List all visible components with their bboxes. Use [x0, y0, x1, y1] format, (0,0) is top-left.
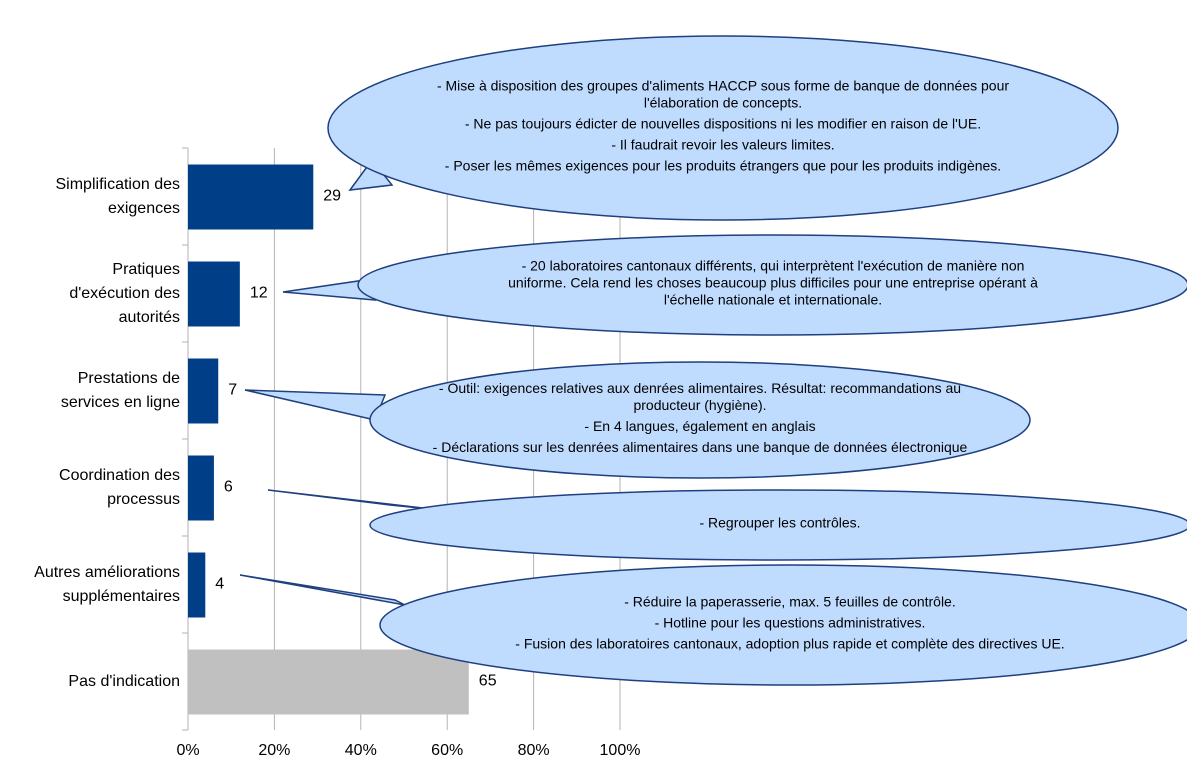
callout-pointer [239, 574, 406, 606]
category-label: Pratiques d'exécution des autorités [69, 260, 180, 326]
category-label: Prestations de services en ligne [60, 369, 180, 411]
callout-text: - Réduire la paperasserie, max. 5 feuill… [505, 594, 1075, 657]
callout [357, 234, 1187, 336]
callout-pointer [244, 389, 387, 421]
callout-line: - Fusion des laboratoires cantonaux, ado… [515, 635, 1065, 652]
callout-text: - 20 laboratoires cantonaux différents, … [493, 258, 1053, 313]
bar [188, 552, 206, 618]
callout-line: - Mise à disposition des groupes d'alime… [436, 77, 1010, 111]
callout-pointer [267, 489, 441, 511]
callout-line: - Déclarations sur les denrées alimentai… [432, 439, 968, 455]
category-label: Pas d'indication [68, 672, 180, 690]
callout-line: - Ne pas toujours édicter de nouvelles d… [464, 115, 982, 132]
data-label: 12 [250, 285, 268, 302]
data-label: 65 [479, 673, 497, 690]
callout-line: - Regrouper les contrôles. [699, 514, 861, 531]
x-tick-label: 40% [345, 742, 377, 759]
category-label: Autres améliorations supplémentaires [34, 563, 180, 605]
bar [188, 649, 469, 715]
callout [379, 564, 1187, 686]
callout-line: - Il faudrait revoir les valeurs limites… [611, 136, 835, 153]
callout-line: - Outil: exigences relatives aux denrées… [438, 380, 962, 413]
x-tick-label: 60% [431, 742, 463, 759]
bar [188, 358, 219, 424]
callout-text: - Regrouper les contrôles. [500, 515, 1060, 536]
callout [327, 35, 1119, 221]
callout-line: - En 4 langues, également en anglais [584, 418, 816, 434]
callout-text: - Outil: exigences relatives aux denrées… [430, 380, 970, 460]
callout [369, 361, 1031, 479]
x-tick-label: 100% [600, 742, 641, 759]
data-label: 4 [215, 576, 224, 593]
bar [188, 164, 314, 230]
data-label: 7 [228, 382, 237, 399]
data-label: 6 [224, 479, 233, 496]
callout-line: - Hotline pour les questions administrat… [654, 614, 926, 631]
callout-line: - Poser les mêmes exigences pour les pro… [444, 157, 1002, 174]
callout-text: - Mise à disposition des groupes d'alime… [428, 78, 1018, 179]
category-label: Simplification des exigences [55, 175, 181, 217]
x-tick-label: 80% [518, 742, 550, 759]
x-tick-label: 20% [258, 742, 290, 759]
bar [188, 261, 240, 327]
x-tick-label: 0% [176, 742, 199, 759]
data-label: 29 [323, 188, 341, 205]
callout [369, 489, 1187, 561]
category-label: Coordination des processus [59, 466, 180, 508]
callout-line: - 20 laboratoires cantonaux différents, … [508, 257, 1038, 308]
bar [188, 455, 214, 521]
callout-line: - Réduire la paperasserie, max. 5 feuill… [624, 593, 956, 610]
